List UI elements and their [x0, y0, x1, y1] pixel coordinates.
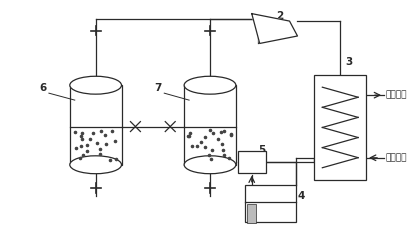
Point — [214, 137, 221, 141]
Bar — [314, 75, 366, 180]
Point — [77, 156, 83, 160]
Point — [87, 137, 93, 141]
Point — [101, 133, 108, 137]
Ellipse shape — [184, 76, 236, 94]
Ellipse shape — [70, 156, 121, 174]
Point — [217, 130, 224, 134]
Ellipse shape — [70, 76, 121, 94]
Point — [209, 148, 216, 151]
Point — [84, 149, 90, 153]
Point — [103, 142, 109, 146]
Point — [107, 158, 113, 162]
Point — [186, 135, 193, 139]
Point — [187, 131, 193, 135]
Point — [77, 144, 84, 148]
Point — [206, 153, 213, 157]
Bar — [245, 185, 296, 222]
Point — [97, 129, 104, 133]
Text: 冷却水进: 冷却水进 — [386, 153, 407, 162]
Point — [185, 134, 192, 138]
Point — [209, 130, 216, 134]
Text: 3: 3 — [346, 57, 353, 67]
Point — [226, 156, 232, 160]
Point — [228, 132, 235, 136]
Point — [80, 153, 86, 157]
Point — [77, 134, 84, 138]
Point — [97, 152, 103, 156]
Point — [208, 156, 214, 160]
Bar — [184, 85, 236, 165]
Point — [93, 141, 100, 145]
Text: 冷却水出: 冷却水出 — [386, 91, 407, 100]
Bar — [70, 85, 121, 165]
Text: 5: 5 — [258, 145, 265, 155]
Text: 6: 6 — [39, 83, 47, 93]
Point — [206, 128, 213, 132]
Point — [108, 129, 115, 133]
Point — [113, 157, 120, 161]
Point — [201, 135, 208, 139]
Text: 4: 4 — [298, 191, 305, 200]
Point — [73, 146, 80, 150]
Point — [83, 143, 90, 147]
Point — [220, 129, 227, 133]
Point — [78, 137, 85, 141]
Point — [189, 145, 196, 148]
Point — [97, 147, 103, 150]
Point — [202, 145, 209, 149]
Point — [198, 140, 204, 144]
Bar — [238, 151, 266, 173]
Point — [221, 154, 228, 157]
Text: 2: 2 — [276, 11, 283, 21]
Ellipse shape — [184, 156, 236, 174]
Point — [78, 131, 85, 135]
Bar — [247, 204, 256, 223]
Point — [89, 131, 96, 135]
Text: 7: 7 — [155, 83, 162, 93]
Point — [112, 139, 119, 143]
Point — [220, 148, 227, 152]
Point — [71, 130, 78, 134]
Point — [227, 133, 234, 137]
Point — [219, 142, 225, 146]
Polygon shape — [252, 14, 297, 43]
Point — [194, 144, 201, 148]
